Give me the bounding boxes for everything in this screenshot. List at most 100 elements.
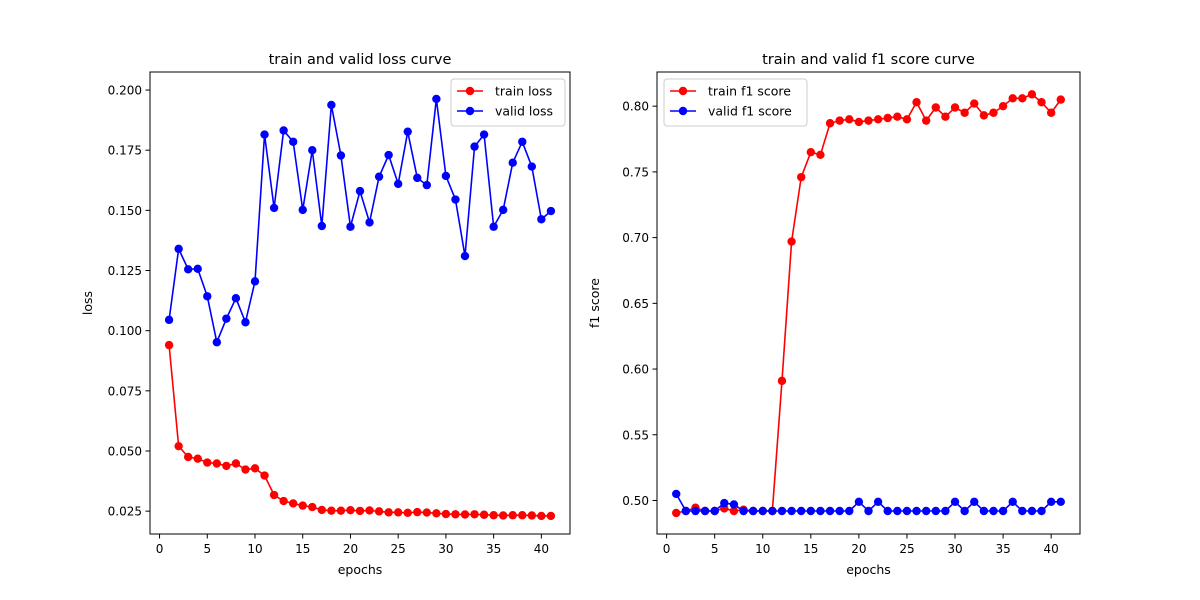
data-point bbox=[317, 221, 327, 231]
data-point bbox=[883, 113, 892, 123]
data-point bbox=[1018, 506, 1027, 516]
data-point bbox=[854, 497, 864, 506]
data-point bbox=[672, 508, 681, 518]
data-point bbox=[960, 108, 969, 117]
data-point bbox=[1008, 497, 1017, 506]
data-point bbox=[508, 511, 517, 520]
data-point bbox=[816, 506, 825, 516]
x-tick-label: 20 bbox=[851, 542, 866, 556]
data-point bbox=[921, 116, 931, 125]
data-point bbox=[279, 496, 288, 506]
data-point bbox=[193, 454, 202, 463]
chart-title: train and valid loss curve bbox=[269, 52, 452, 68]
legend-entry: valid loss bbox=[495, 104, 553, 119]
data-point bbox=[825, 506, 835, 516]
data-point bbox=[729, 506, 739, 516]
data-point bbox=[835, 116, 844, 125]
x-tick-label: 20 bbox=[343, 542, 358, 556]
data-point bbox=[527, 162, 537, 171]
series-valid-f1-score bbox=[672, 489, 1065, 516]
data-point bbox=[327, 506, 336, 515]
data-point bbox=[700, 506, 710, 516]
data-point bbox=[308, 146, 317, 155]
y-tick-label: 0.80 bbox=[622, 100, 649, 114]
data-point bbox=[365, 506, 374, 515]
data-point bbox=[298, 205, 307, 215]
data-point bbox=[518, 137, 527, 146]
data-point bbox=[998, 101, 1008, 111]
data-point bbox=[998, 506, 1008, 516]
data-point bbox=[912, 506, 921, 516]
x-tick-label: 5 bbox=[711, 542, 719, 556]
data-point bbox=[250, 464, 260, 473]
y-tick-label: 0.175 bbox=[108, 144, 142, 158]
x-tick-label: 35 bbox=[995, 542, 1010, 556]
data-point bbox=[970, 497, 979, 506]
x-tick-label: 40 bbox=[1044, 542, 1059, 556]
data-point bbox=[432, 509, 441, 518]
data-point bbox=[893, 506, 902, 516]
f1-score-chart-panel: 0 5 10 15 20 25 30 35 40 0.50 0.55 0.60 0.65 0.70 0.75… bbox=[587, 52, 1081, 577]
data-point bbox=[1037, 506, 1046, 516]
data-point bbox=[460, 251, 470, 261]
legend-marker bbox=[678, 86, 688, 96]
data-point bbox=[498, 511, 508, 520]
data-point bbox=[672, 489, 681, 499]
data-point bbox=[1046, 108, 1056, 117]
data-point bbox=[902, 115, 912, 124]
data-point bbox=[873, 497, 883, 506]
data-point bbox=[498, 205, 508, 215]
data-point bbox=[241, 465, 250, 474]
y-tick-label: 0.075 bbox=[108, 384, 142, 398]
data-point bbox=[260, 471, 269, 480]
data-point bbox=[1027, 506, 1037, 516]
x-tick-label: 35 bbox=[486, 542, 501, 556]
data-point bbox=[921, 506, 931, 516]
x-tick-label: 15 bbox=[803, 542, 818, 556]
data-point bbox=[470, 510, 479, 519]
data-point bbox=[336, 151, 346, 160]
data-point bbox=[279, 126, 288, 135]
data-point bbox=[212, 338, 222, 347]
data-point bbox=[518, 511, 527, 520]
data-point bbox=[1027, 90, 1037, 99]
y-tick-label: 0.55 bbox=[622, 428, 649, 442]
data-point bbox=[479, 130, 489, 139]
data-point bbox=[1056, 95, 1065, 104]
data-point bbox=[546, 206, 556, 216]
data-point bbox=[1008, 94, 1017, 103]
data-point bbox=[346, 505, 355, 515]
data-point bbox=[816, 150, 825, 160]
data-point bbox=[806, 506, 816, 516]
data-point bbox=[931, 103, 940, 112]
data-point bbox=[931, 506, 940, 516]
data-point bbox=[902, 506, 912, 516]
data-point bbox=[269, 203, 279, 213]
data-point bbox=[413, 507, 422, 517]
y-tick-label: 0.050 bbox=[108, 444, 142, 458]
data-point bbox=[893, 112, 902, 121]
data-point bbox=[1056, 497, 1065, 506]
data-point bbox=[470, 142, 479, 151]
data-point bbox=[787, 237, 796, 246]
x-tick-label: 5 bbox=[203, 542, 211, 556]
data-point bbox=[174, 244, 183, 254]
y-tick-label: 0.60 bbox=[622, 363, 649, 377]
axes-frame bbox=[149, 71, 571, 535]
data-point bbox=[835, 506, 844, 516]
data-point bbox=[174, 441, 183, 451]
data-point bbox=[806, 147, 816, 157]
data-point bbox=[825, 119, 835, 128]
data-point bbox=[403, 508, 412, 518]
data-point bbox=[451, 510, 460, 519]
data-point bbox=[960, 506, 969, 516]
data-point bbox=[231, 293, 241, 303]
data-point bbox=[537, 215, 546, 224]
data-point bbox=[212, 459, 222, 468]
data-point bbox=[979, 111, 989, 120]
data-point bbox=[854, 117, 864, 127]
data-point bbox=[203, 458, 212, 467]
legend-entry: train loss bbox=[495, 84, 552, 99]
data-point bbox=[883, 506, 892, 516]
data-point bbox=[1037, 98, 1046, 107]
